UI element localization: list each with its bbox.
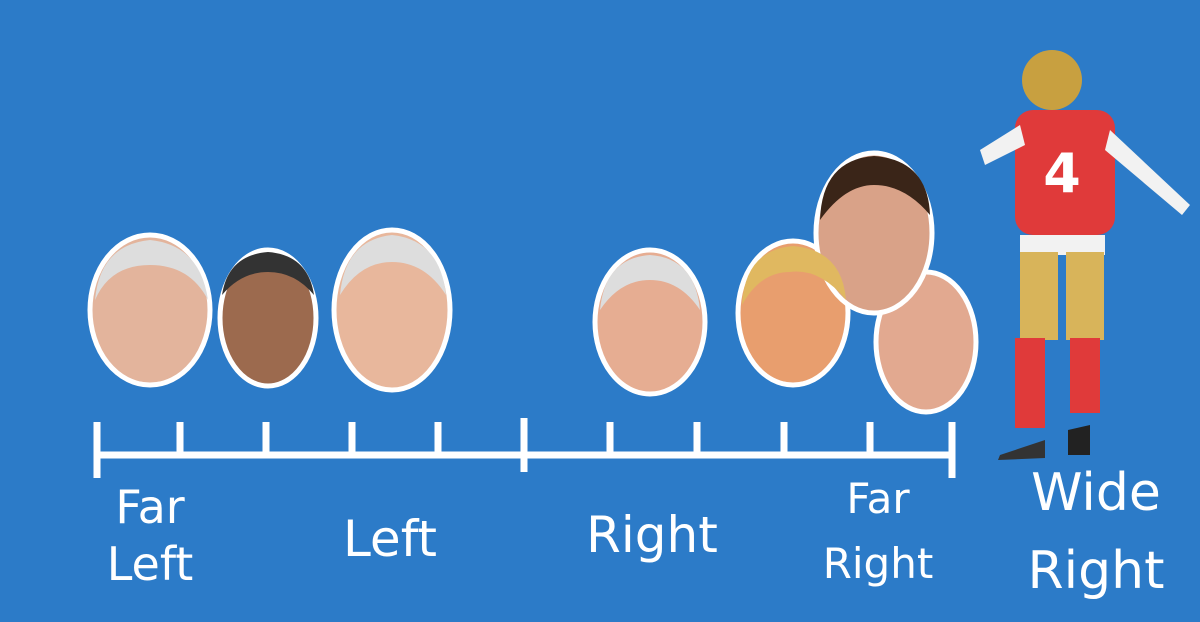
jersey <box>1015 110 1115 235</box>
arm <box>1105 130 1190 215</box>
scale-label: Wide <box>1031 463 1161 523</box>
hair-shape <box>340 235 446 295</box>
scale-label: Left <box>343 510 437 568</box>
helmet <box>1022 50 1082 110</box>
leg <box>1066 252 1104 340</box>
hair-shape <box>742 246 846 305</box>
scale-label: Right <box>586 506 718 564</box>
jersey-number: 4 <box>1043 142 1081 205</box>
shoe <box>1068 425 1090 455</box>
leg <box>1020 252 1058 340</box>
hair-shape <box>95 240 208 300</box>
scale-label: Far <box>115 480 184 534</box>
hair-shape <box>222 252 314 295</box>
scale-label: Far <box>846 474 910 523</box>
belt <box>1020 235 1105 255</box>
face <box>217 247 319 389</box>
scale-axis <box>93 418 956 478</box>
sock <box>1015 338 1045 428</box>
hair <box>95 235 700 310</box>
face <box>87 232 213 388</box>
scale-label: Right <box>823 539 934 588</box>
scale-label: Left <box>107 537 194 591</box>
arm <box>980 125 1025 165</box>
hair-shape <box>600 255 700 310</box>
hair-shape <box>820 156 930 220</box>
kicker: 4 <box>980 50 1190 460</box>
sock <box>1070 338 1100 413</box>
shoe <box>998 440 1045 460</box>
scale-label: Right <box>1028 541 1165 601</box>
